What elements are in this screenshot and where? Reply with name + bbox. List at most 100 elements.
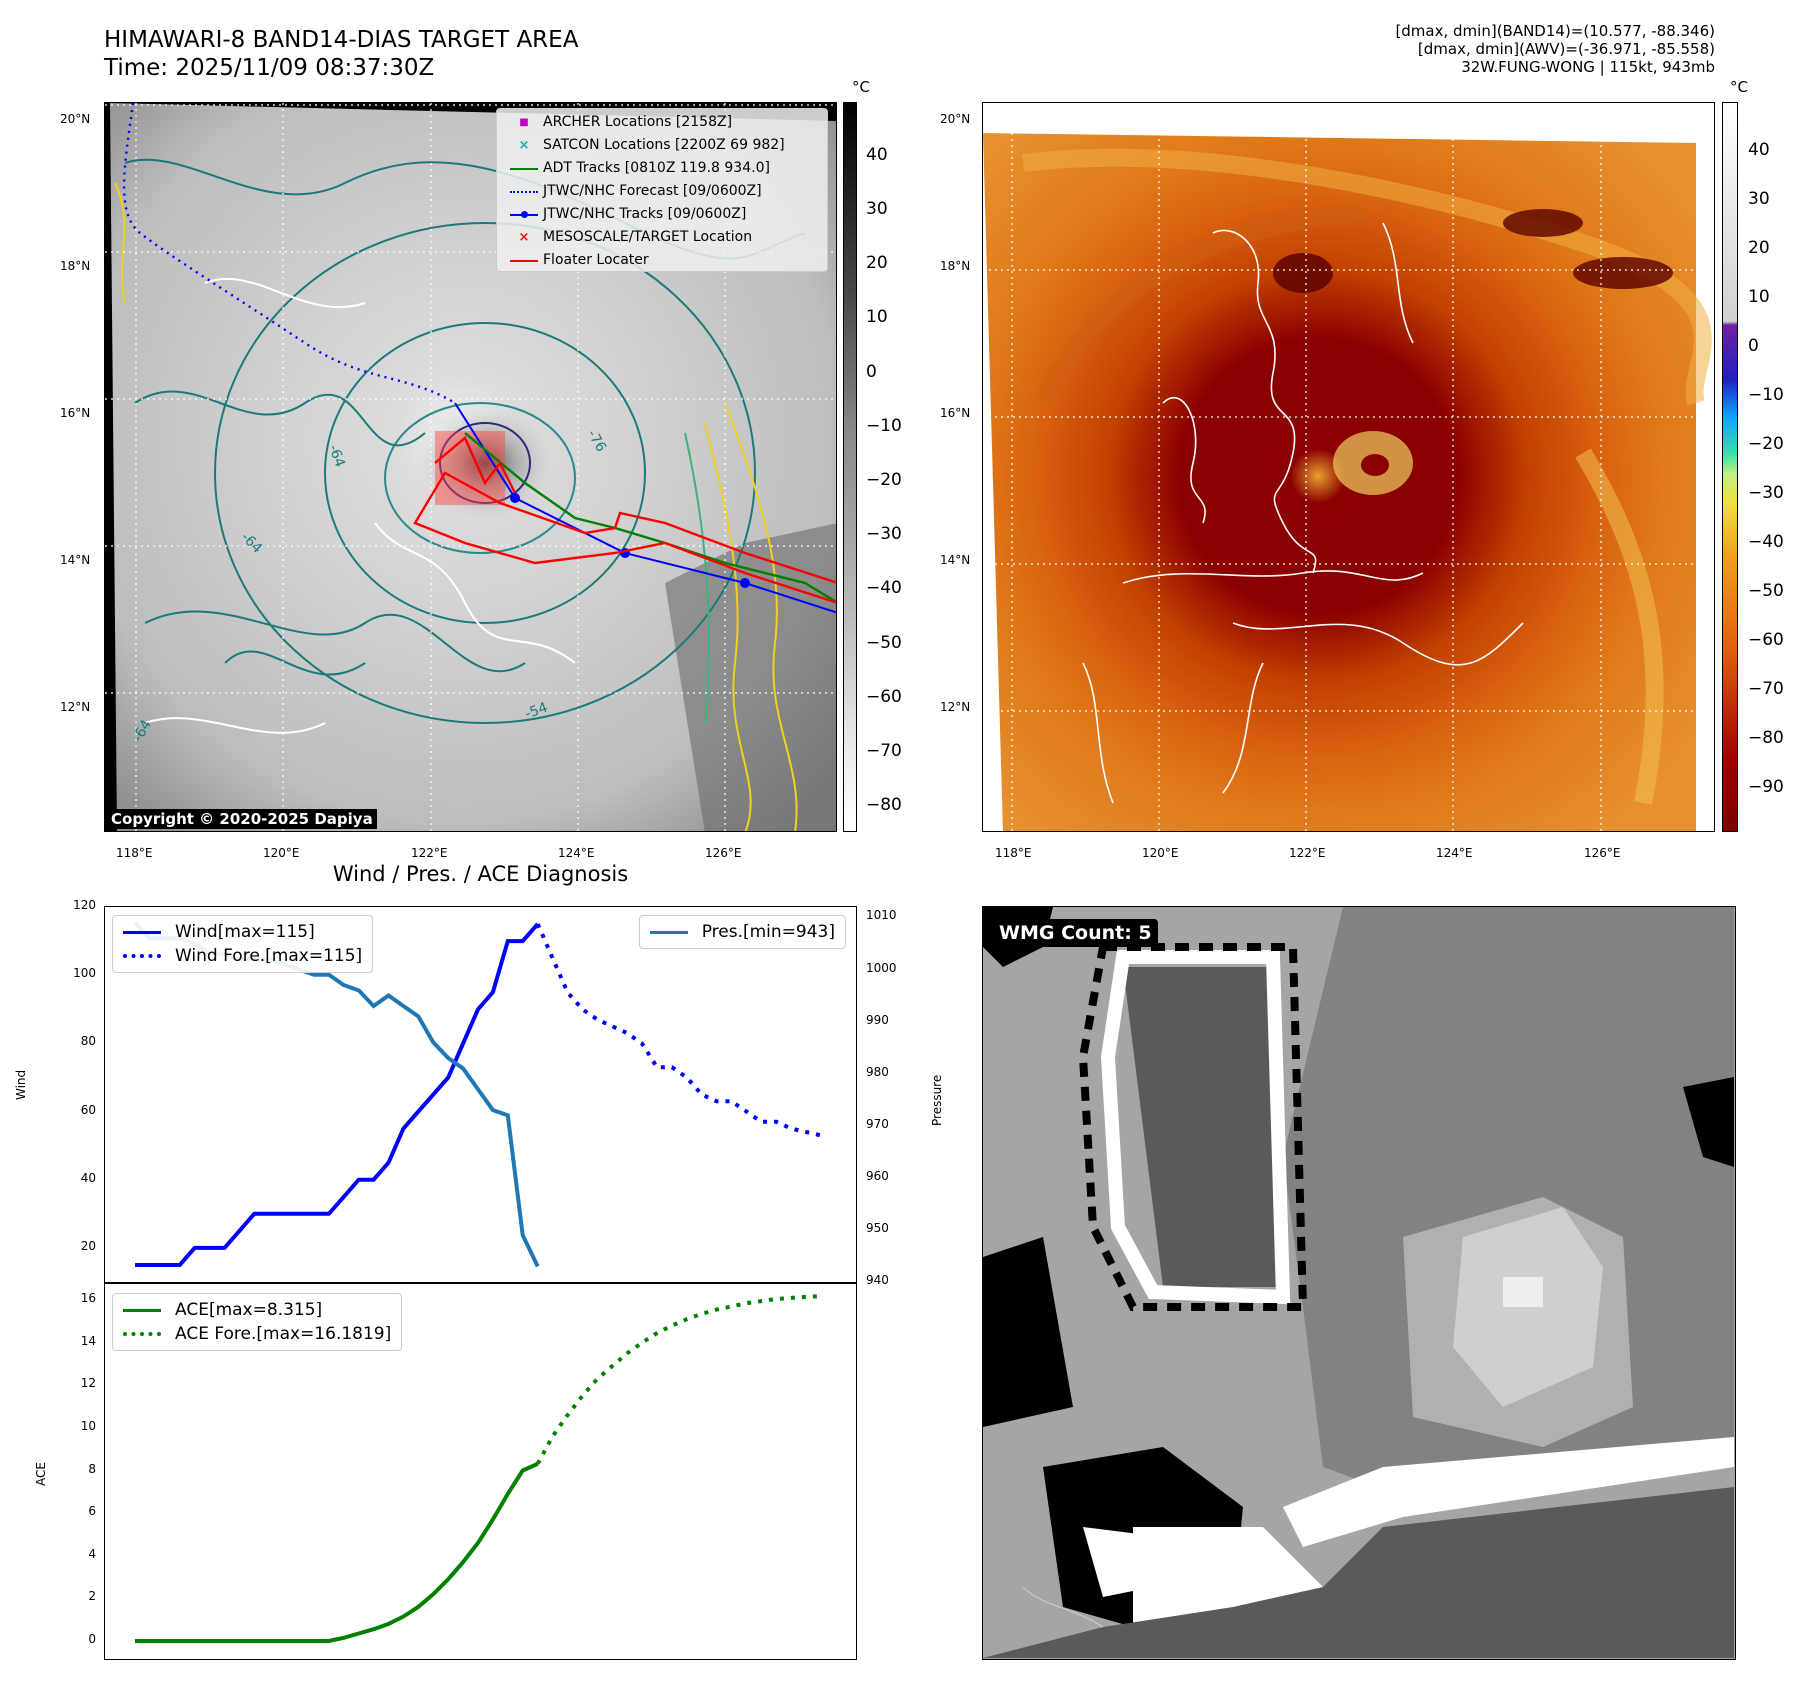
solid-line-icon [649,930,688,934]
dotted-line-icon [123,954,161,958]
legend-wind: Wind[max=115] [123,920,362,944]
lon-label: 122°E [411,846,448,860]
wind-tick: 20 [80,1238,96,1253]
info-line-3: 32W.FUNG-WONG | 115kt, 943mb [1461,58,1715,76]
colorbar1-tick: −10 [866,416,902,436]
colorbar1-tick: 0 [866,362,877,382]
lon-label: 118°E [116,846,153,860]
legend-jtwc-tracks: JTWC/NHC Tracks [09/0600Z] [505,203,827,226]
pressure-tick: 990 [866,1012,889,1027]
pressure-tick: 970 [866,1116,889,1131]
wind-tick: 120 [73,898,96,912]
colorbar2-tick: −40 [1748,532,1784,552]
lon-label: 120°E [263,846,300,860]
colorbar1-tick: 30 [866,199,888,219]
colorbar2-tick: 20 [1748,238,1770,258]
lon-label: 126°E [705,846,742,860]
ace-tick: 2 [88,1589,96,1604]
legend-adt: ADT Tracks [0810Z 119.8 934.0] [505,157,827,180]
colorbar2-tick: −10 [1748,385,1784,405]
dotted-line-icon [505,190,543,193]
ace-tick: 16 [80,1291,96,1306]
pressure-tick: 960 [866,1168,889,1183]
colorbar1-tick: −30 [866,524,902,544]
wmg-count-label: WMG Count: 5 [993,919,1158,947]
lat-label: 14°N [60,553,91,567]
colorbar1-tick: 40 [866,145,888,165]
ace-tick: 10 [80,1418,96,1433]
legend-jtwc-forecast: JTWC/NHC Forecast [09/0600Z] [505,180,827,203]
square-marker-icon: ■ [519,117,529,128]
lat-label: 14°N [940,553,971,567]
wmg-image [983,907,1734,1658]
legend-archer: ■ ARCHER Locations [2158Z] [505,111,827,134]
x-marker-icon: × [518,138,530,153]
storm-info: [dmax, dmin](BAND14)=(10.577, -88.346) [… [1395,22,1715,76]
diagnosis-title: Wind / Pres. / ACE Diagnosis [332,862,629,886]
colorbar1-tick: −70 [866,741,902,761]
pressure-axis-label: Pressure [930,1074,944,1126]
colorbar1-tick: −80 [866,795,902,815]
ace-tick: 4 [88,1546,96,1561]
colorbar2 [1722,102,1738,832]
awv-map-image [983,103,1714,831]
colorbar2-tick: 0 [1748,336,1759,356]
pressure-tick: 1010 [866,908,897,923]
pressure-tick: 980 [866,1064,889,1079]
main-title: HIMAWARI-8 BAND14-DIAS TARGET AREA Time:… [104,26,578,82]
lon-label: 120°E [1142,846,1179,860]
wind-tick: 60 [80,1102,96,1117]
lat-label: 20°N [940,112,971,126]
wind-tick: 40 [80,1170,96,1185]
wind-axis-label: Wind [14,1069,28,1100]
ace-chart: ACE[max=8.315] ACE Fore.[max=16.1819] [104,1282,857,1660]
ace-axis-label: ACE [34,1462,48,1486]
series-line-2 [133,921,540,1268]
lon-label: 124°E [558,846,595,860]
colorbar1-unit: °C [852,78,870,96]
lon-label: 118°E [995,846,1032,860]
wind-tick: 100 [73,966,96,981]
title-line-2: Time: 2025/11/09 08:37:30Z [104,55,435,81]
legend-satcon: × SATCON Locations [2200Z 69 982] [505,134,827,157]
legend-ace-forecast: ACE Fore.[max=16.1819] [123,1322,391,1346]
solid-line-icon [123,1308,161,1312]
colorbar1-tick: −50 [866,633,902,653]
colorbar2-tick: −30 [1748,483,1784,503]
wmg-panel: WMG Count: 5 [982,906,1736,1660]
colorbar2-tick: −80 [1748,728,1784,748]
ace-tick: 12 [80,1376,96,1391]
series-line-1 [535,923,822,1138]
ace-tick: 6 [88,1504,96,1519]
pressure-tick: 950 [866,1220,889,1235]
lat-label: 12°N [940,700,971,714]
dotted-line-icon [123,1332,161,1336]
colorbar2-tick: −20 [1748,434,1784,454]
colorbar2-tick: 40 [1748,140,1770,160]
lat-label: 16°N [940,406,971,420]
colorbar1-tick: 10 [866,307,888,327]
info-line-2: [dmax, dmin](AWV)=(-36.971, -85.558) [1417,40,1715,58]
awv-map-panel [982,102,1715,832]
lon-label: 122°E [1289,846,1326,860]
ace-series-line-1 [535,1294,822,1465]
colorbar1-tick: −40 [866,578,902,598]
pressure-tick: 1000 [866,960,897,975]
colorbar2-tick: 30 [1748,189,1770,209]
ace-plot [135,1294,822,1643]
legend-floater: Floater Locater [505,249,827,272]
lat-label: 20°N [60,112,91,126]
wind-pressure-chart: Wind[max=115] Wind Fore.[max=115] Pres.[… [104,906,857,1284]
ir-map-image [105,103,836,831]
map-legend: ■ ARCHER Locations [2158Z] × SATCON Loca… [496,108,828,272]
pressure-legend: Pres.[min=943] [638,915,846,949]
ace-tick: 0 [88,1631,96,1646]
ace-series-line-0 [135,1461,539,1643]
solid-line-icon [505,167,543,170]
ace-tick: 8 [88,1461,96,1476]
solid-line-icon [123,930,161,934]
colorbar2-tick: −70 [1748,679,1784,699]
lat-label: 18°N [940,259,971,273]
lat-label: 18°N [60,259,91,273]
colorbar1 [843,102,857,832]
